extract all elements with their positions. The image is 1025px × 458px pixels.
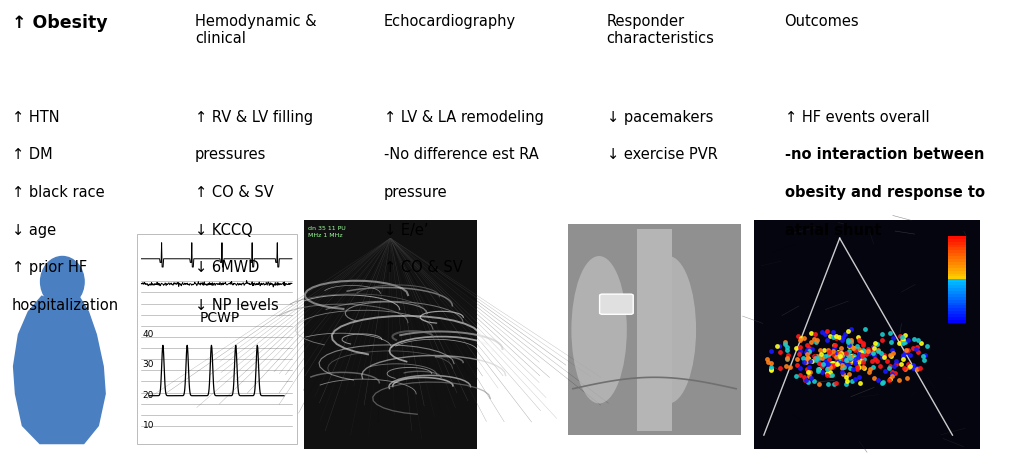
FancyBboxPatch shape bbox=[948, 279, 966, 282]
FancyBboxPatch shape bbox=[948, 259, 966, 262]
Text: 30: 30 bbox=[142, 360, 154, 369]
Text: pressure: pressure bbox=[384, 185, 448, 200]
Text: ↓ pacemakers: ↓ pacemakers bbox=[607, 110, 713, 125]
FancyBboxPatch shape bbox=[948, 245, 966, 247]
Text: ↓ age: ↓ age bbox=[12, 223, 56, 238]
Text: Responder
characteristics: Responder characteristics bbox=[607, 14, 714, 46]
PathPatch shape bbox=[13, 295, 106, 444]
Text: obesity and response to: obesity and response to bbox=[784, 185, 985, 200]
Text: ↓ 6MWD: ↓ 6MWD bbox=[195, 260, 259, 275]
Text: pressures: pressures bbox=[195, 147, 266, 163]
FancyBboxPatch shape bbox=[600, 294, 633, 314]
FancyBboxPatch shape bbox=[568, 224, 741, 435]
FancyBboxPatch shape bbox=[948, 291, 966, 294]
Text: ↑ CO & SV: ↑ CO & SV bbox=[384, 260, 462, 275]
Text: 20: 20 bbox=[142, 391, 154, 400]
Text: ↑ CO & SV: ↑ CO & SV bbox=[195, 185, 274, 200]
FancyBboxPatch shape bbox=[303, 220, 477, 449]
FancyBboxPatch shape bbox=[948, 311, 966, 314]
Text: hospitalization: hospitalization bbox=[12, 298, 119, 313]
FancyBboxPatch shape bbox=[948, 242, 966, 245]
FancyBboxPatch shape bbox=[948, 247, 966, 251]
Text: ↓ E/e’: ↓ E/e’ bbox=[384, 223, 428, 238]
FancyBboxPatch shape bbox=[948, 251, 966, 253]
Ellipse shape bbox=[641, 256, 696, 403]
FancyBboxPatch shape bbox=[948, 320, 966, 323]
FancyBboxPatch shape bbox=[948, 282, 966, 285]
FancyBboxPatch shape bbox=[948, 277, 966, 279]
FancyBboxPatch shape bbox=[948, 288, 966, 291]
FancyBboxPatch shape bbox=[948, 285, 966, 288]
Text: ↓ NP levels: ↓ NP levels bbox=[195, 298, 279, 313]
FancyBboxPatch shape bbox=[638, 229, 671, 431]
Ellipse shape bbox=[571, 256, 627, 403]
Text: Outcomes: Outcomes bbox=[784, 14, 859, 29]
FancyBboxPatch shape bbox=[948, 297, 966, 300]
FancyBboxPatch shape bbox=[754, 220, 980, 449]
Text: -No difference est RA: -No difference est RA bbox=[384, 147, 539, 163]
FancyBboxPatch shape bbox=[948, 236, 966, 239]
FancyBboxPatch shape bbox=[948, 273, 966, 277]
FancyBboxPatch shape bbox=[948, 265, 966, 268]
FancyBboxPatch shape bbox=[136, 234, 297, 444]
Text: ↑ HF events overall: ↑ HF events overall bbox=[784, 110, 930, 125]
Text: ↑ Obesity: ↑ Obesity bbox=[12, 14, 108, 32]
Text: 10: 10 bbox=[142, 421, 154, 431]
Text: ↑ prior HF: ↑ prior HF bbox=[12, 260, 87, 275]
Text: PCWP: PCWP bbox=[200, 311, 240, 325]
Text: ↑ RV & LV filling: ↑ RV & LV filling bbox=[195, 110, 313, 125]
Ellipse shape bbox=[41, 256, 84, 307]
FancyBboxPatch shape bbox=[948, 256, 966, 259]
FancyBboxPatch shape bbox=[948, 262, 966, 265]
Text: Echocardiography: Echocardiography bbox=[384, 14, 516, 29]
Text: ↑ LV & LA remodeling: ↑ LV & LA remodeling bbox=[384, 110, 544, 125]
Text: ↓ exercise PVR: ↓ exercise PVR bbox=[607, 147, 718, 163]
Text: atrial shunt: atrial shunt bbox=[784, 223, 882, 238]
FancyBboxPatch shape bbox=[948, 314, 966, 317]
FancyBboxPatch shape bbox=[948, 294, 966, 297]
Text: Hemodynamic &
clinical: Hemodynamic & clinical bbox=[195, 14, 317, 46]
Text: ↑ HTN: ↑ HTN bbox=[12, 110, 59, 125]
FancyBboxPatch shape bbox=[948, 303, 966, 305]
Text: ↑ black race: ↑ black race bbox=[12, 185, 105, 200]
Text: 40: 40 bbox=[142, 330, 154, 339]
FancyBboxPatch shape bbox=[948, 317, 966, 320]
Text: ↑ DM: ↑ DM bbox=[12, 147, 52, 163]
Text: ↓ KCCQ: ↓ KCCQ bbox=[195, 223, 253, 238]
Text: MHz 1 MHz: MHz 1 MHz bbox=[308, 233, 342, 238]
FancyBboxPatch shape bbox=[948, 268, 966, 271]
FancyBboxPatch shape bbox=[948, 300, 966, 303]
FancyBboxPatch shape bbox=[948, 239, 966, 242]
FancyBboxPatch shape bbox=[948, 305, 966, 308]
Text: dn 35 11 PU: dn 35 11 PU bbox=[308, 226, 345, 231]
FancyBboxPatch shape bbox=[948, 308, 966, 311]
FancyBboxPatch shape bbox=[948, 271, 966, 273]
Text: -no interaction between: -no interaction between bbox=[784, 147, 984, 163]
FancyBboxPatch shape bbox=[948, 253, 966, 256]
